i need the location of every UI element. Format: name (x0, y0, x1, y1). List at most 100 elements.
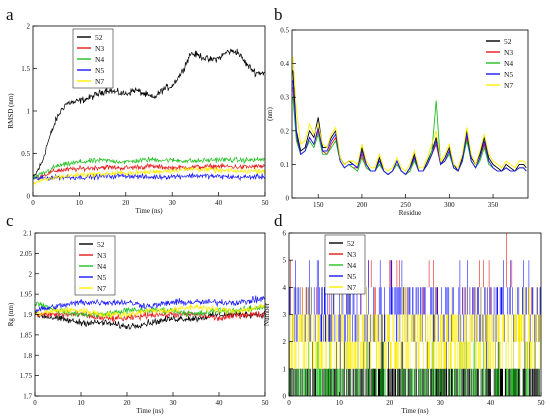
x-tick-label: 50 (262, 199, 270, 207)
y-tick-label: 1.75 (20, 372, 33, 380)
x-tick-label: 0 (33, 399, 37, 407)
x-axis-title: Time (ns) (136, 407, 164, 415)
series-N5-line (33, 172, 265, 182)
series-N7-line (292, 56, 527, 172)
series-N3-line (35, 309, 265, 323)
y-tick-label: 1.8 (23, 352, 32, 360)
legend-label-N3: N3 (347, 250, 356, 259)
plot-series-group (292, 56, 527, 176)
x-tick-label: 40 (215, 199, 223, 207)
y-axis-title: Number (263, 302, 271, 326)
x-tick-label: 30 (170, 399, 178, 407)
series-N4 (289, 341, 540, 396)
legend-label-N7: N7 (347, 283, 356, 292)
legend-label-N4: N4 (504, 59, 513, 68)
legend-label-N7: N7 (504, 81, 513, 90)
y-tick-label: 0.3 (280, 94, 289, 102)
x-tick-label: 10 (78, 399, 86, 407)
legend: 52 N3 N4 N5 N7 (482, 33, 522, 92)
legend-label-52: 52 (347, 239, 355, 248)
panel-c-rg: 0 10 20 30 40 50 1.7 1.75 1.8 1.85 1.9 1.95 2 2.05 2.1… (7, 230, 269, 416)
x-tick-label: 20 (122, 199, 130, 207)
panel-a-rmsd: 0 10 20 30 40 50 0 0.5 1 1.5 2 Time (ns) RMSD (nm) 52… (7, 23, 269, 216)
y-tick-label: 2.1 (23, 230, 32, 238)
series-N5-line (35, 295, 265, 313)
panel-d-hbonds: 0 10 20 30 40 50 0 1 2 3 4 5 6 Time (ns) Number 52 N3 N4 N… (263, 230, 545, 416)
legend-label-N4: N4 (95, 55, 104, 64)
y-tick-label: 0.1 (280, 161, 289, 169)
x-tick-label: 40 (216, 399, 224, 407)
y-tick-label: 6 (283, 230, 287, 238)
y-tick-label: 4 (283, 284, 287, 292)
x-tick-label: 10 (336, 399, 344, 407)
plot-series-group (33, 48, 265, 186)
x-axis-title: Residue (399, 209, 422, 217)
panel-letter-d: d (274, 211, 283, 230)
legend-label-N7: N7 (95, 77, 104, 86)
x-tick-label: 50 (262, 399, 270, 407)
y-tick-label: 2 (27, 23, 31, 31)
plot-series-group (35, 295, 265, 330)
legend: 52 N3 N4 N5 N7 (72, 28, 114, 89)
y-axis-title: Rg (nm) (7, 302, 15, 326)
y-tick-label: 0.5 (21, 150, 30, 158)
series-N7-line (35, 303, 265, 320)
y-tick-label: 0.5 (280, 27, 289, 35)
y-axis-title: RMSD (nm) (7, 93, 15, 129)
legend-label-52: 52 (504, 37, 512, 46)
y-tick-label: 1.9 (23, 311, 32, 319)
y-tick-label: 1.5 (21, 65, 30, 73)
x-tick-label: 350 (488, 201, 499, 209)
legend: 52 N3 N4 N5 N7 (74, 235, 116, 296)
x-axis-title: Time (ns) (401, 407, 429, 415)
y-tick-label: 1.7 (23, 393, 32, 401)
x-tick-label: 30 (169, 199, 177, 207)
x-tick-label: 50 (538, 399, 546, 407)
x-tick-label: 0 (31, 199, 35, 207)
y-tick-label: 2.05 (20, 250, 33, 258)
series-N4-line (33, 156, 265, 181)
x-tick-label: 300 (444, 201, 455, 209)
y-tick-label: 2 (29, 270, 33, 278)
panel-letter-c: c (6, 211, 14, 230)
x-tick-label: 0 (287, 399, 291, 407)
x-tick-label: 150 (313, 201, 324, 209)
x-tick-label: 200 (357, 201, 368, 209)
legend-label-N5: N5 (95, 66, 104, 75)
panel-letter-a: a (6, 5, 14, 24)
y-tick-label: 0.2 (280, 127, 289, 135)
series-N7-line (33, 165, 265, 186)
y-tick-label: 2 (283, 338, 287, 346)
x-tick-label: 20 (124, 399, 132, 407)
series-N5-line (292, 80, 527, 176)
legend-label-N5: N5 (504, 70, 513, 79)
y-tick-label: 3 (283, 311, 287, 319)
series-52-line (33, 48, 265, 179)
x-axis-title: Time (ns) (135, 207, 163, 215)
legend-label-N5: N5 (97, 273, 106, 282)
legend: 52 N3 N4 N5 N7 (324, 234, 366, 295)
legend-label-N7: N7 (97, 284, 106, 293)
y-tick-label: 0 (286, 195, 290, 203)
y-axis-title: (nm) (266, 107, 274, 121)
plot-series-group (289, 233, 541, 396)
x-tick-label: 20 (386, 399, 394, 407)
x-tick-label: 10 (76, 199, 84, 207)
legend-label-N3: N3 (504, 48, 513, 57)
y-tick-label: 1.95 (20, 291, 33, 299)
x-tick-label: 40 (487, 399, 495, 407)
y-tick-label: 0 (27, 193, 31, 201)
y-tick-label: 5 (283, 257, 287, 265)
legend-label-52: 52 (97, 240, 105, 249)
y-tick-label: 0 (283, 393, 287, 401)
panel-letter-b: b (274, 5, 283, 24)
series-N7 (289, 287, 541, 369)
y-tick-label: 1.85 (20, 331, 33, 339)
panel-b-rmsf: 150 200 250 300 350 0 0.1 0.2 0.3 0.4 0.5 Residue (n… (266, 27, 529, 217)
y-tick-label: 1 (27, 108, 31, 116)
series-N4-line (292, 97, 527, 176)
legend-label-N3: N3 (97, 251, 106, 260)
y-tick-label: 0.4 (280, 60, 289, 68)
series-N3-line (33, 162, 265, 181)
